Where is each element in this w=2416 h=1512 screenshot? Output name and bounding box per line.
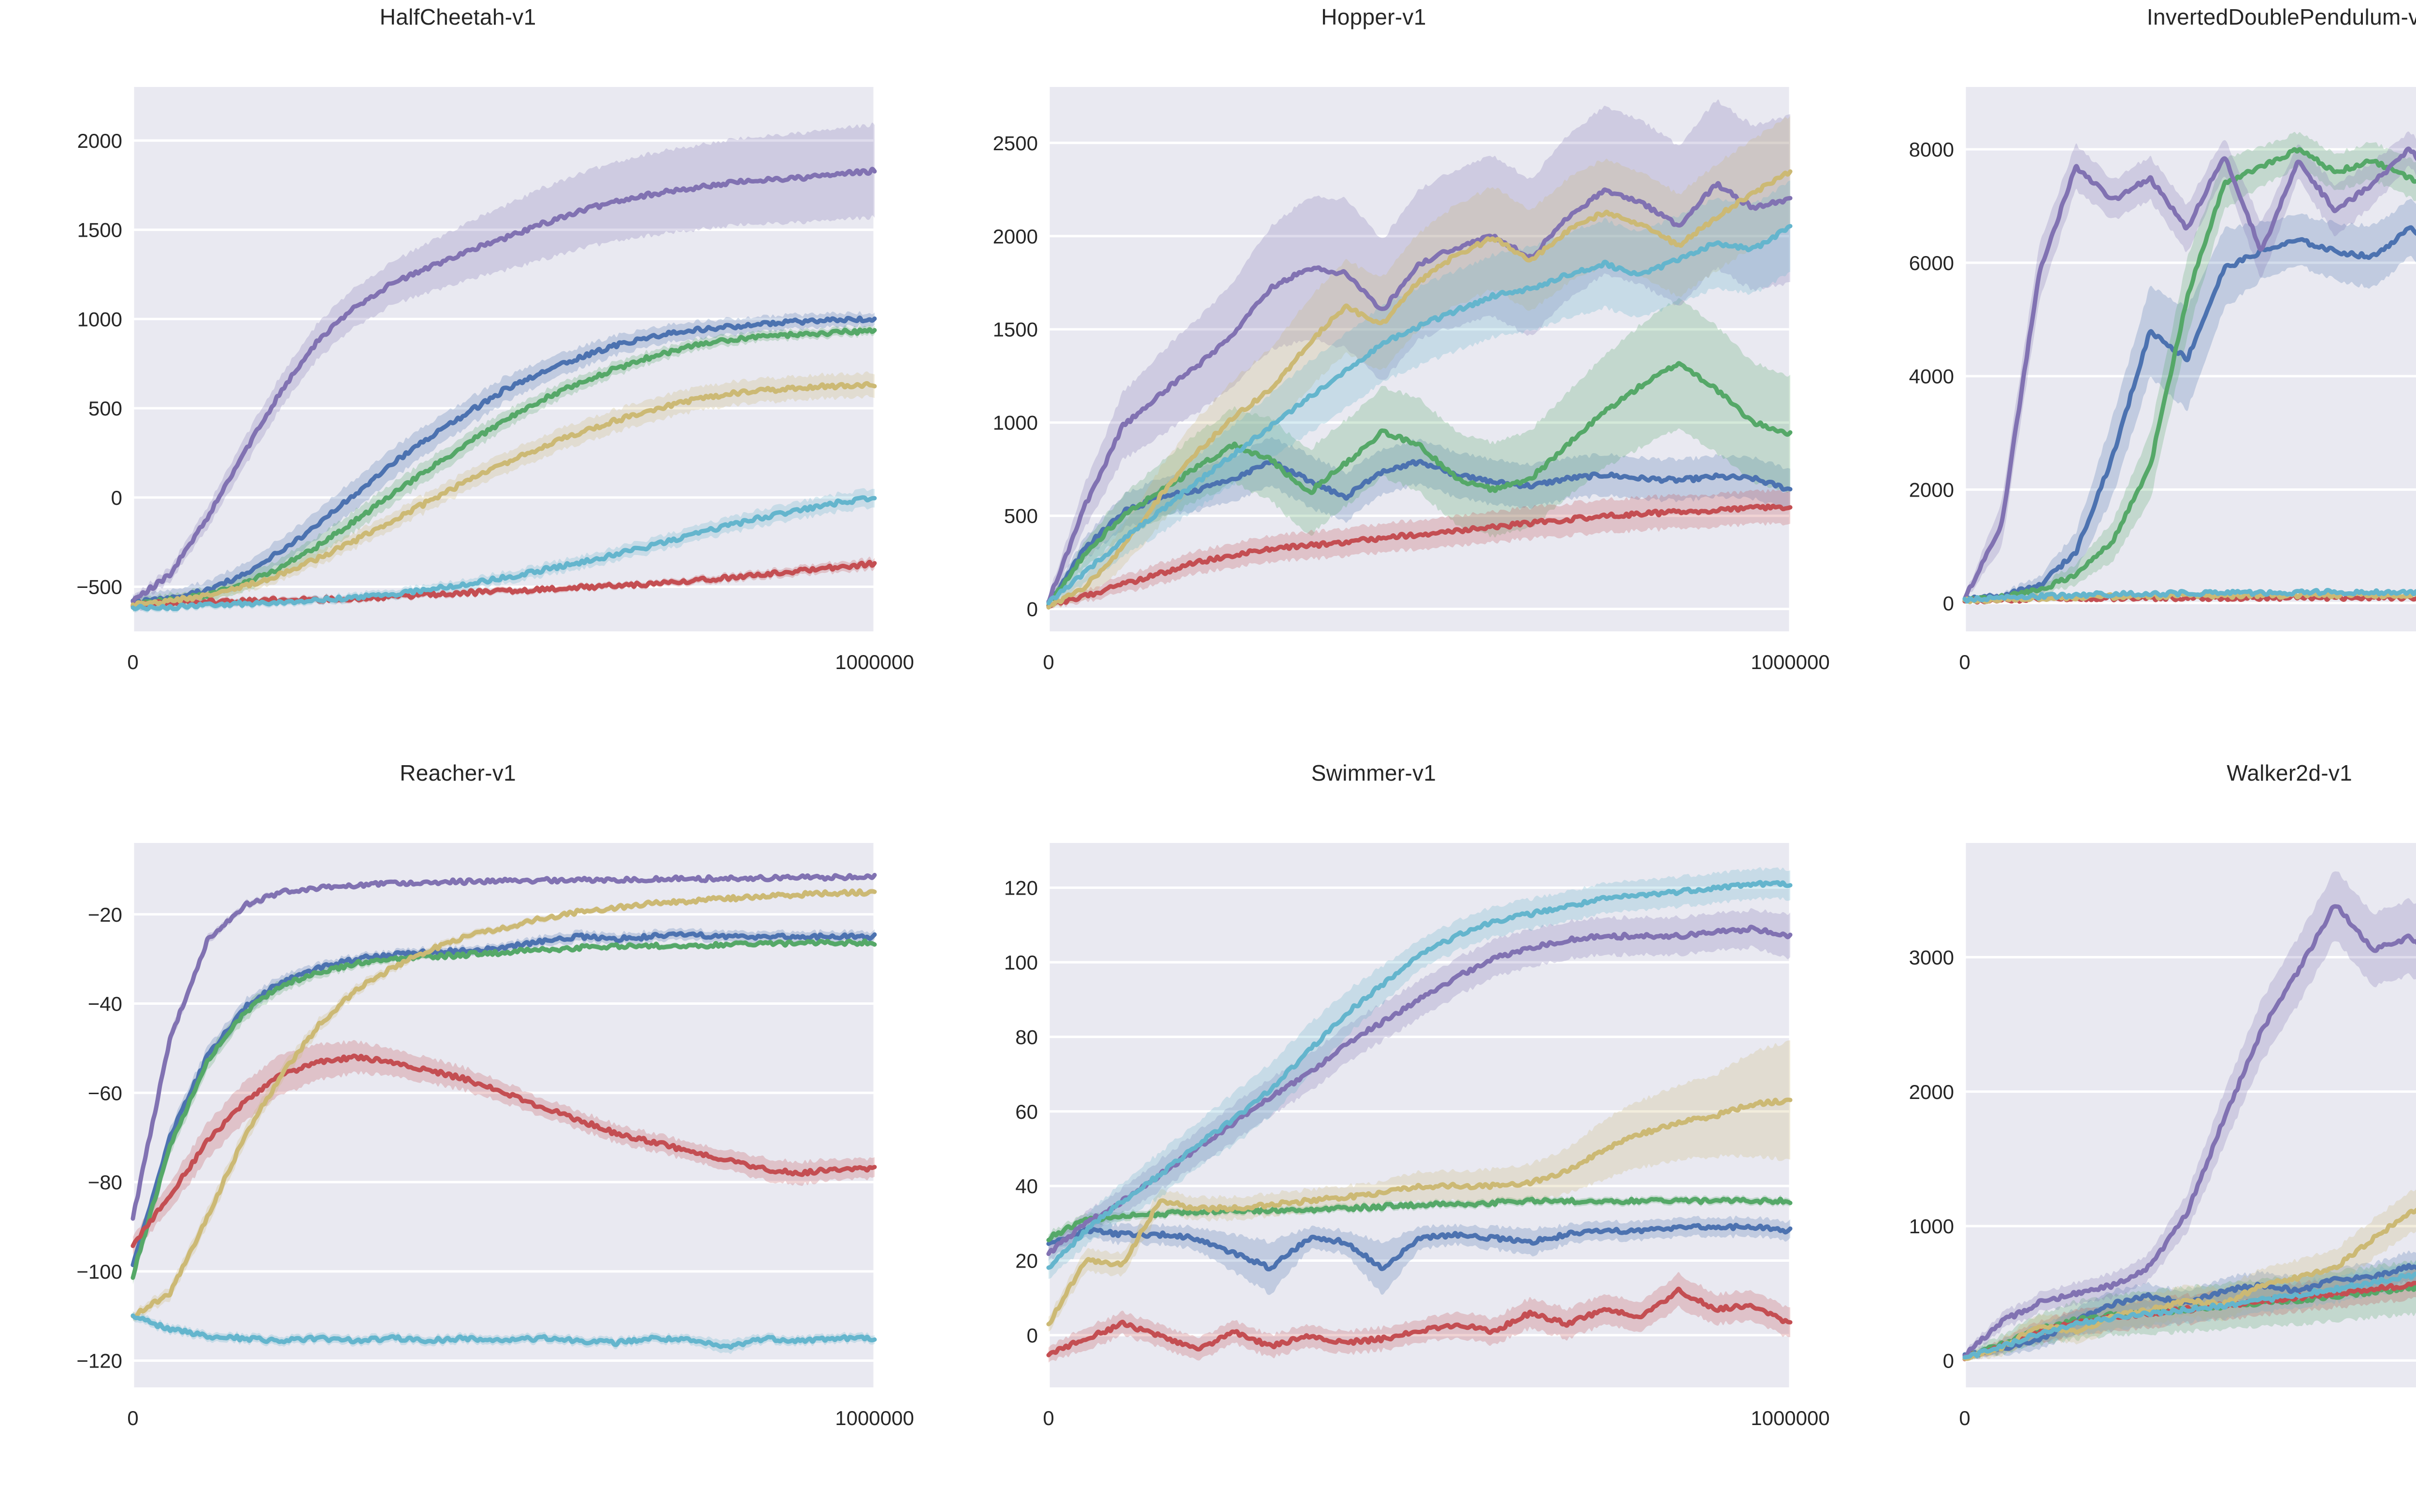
y-tick-label: 4000	[1909, 365, 1954, 388]
y-tick-label: −60	[88, 1082, 122, 1104]
y-tick-label: −120	[76, 1349, 122, 1372]
plot-halfcheetah: −500 0 500 1000 1500 2000 0 1000000	[0, 0, 916, 756]
y-tick-label: 1500	[77, 219, 122, 242]
y-tick-label: −80	[88, 1171, 122, 1194]
y-tick-label: 2000	[993, 225, 1038, 248]
y-tick-label: −500	[76, 576, 122, 599]
y-tick-label: 500	[1004, 505, 1038, 528]
y-tick-label: 6000	[1909, 252, 1954, 274]
x-tick-label: 1000000	[1751, 651, 1830, 673]
x-tick-label: 0	[127, 651, 138, 673]
plot-hopper: 0 500 1000 1500 2000 2500 0 1000000	[916, 0, 1831, 756]
x-tick-label: 1000000	[1751, 1407, 1830, 1429]
y-tick-label: 40	[1016, 1175, 1038, 1198]
y-tick-label: 60	[1016, 1100, 1038, 1123]
y-tick-label: 0	[111, 486, 122, 509]
y-tick-label: −20	[88, 903, 122, 926]
y-tick-label: −40	[88, 992, 122, 1015]
panel-walker2d: Walker2d-v1 010002000300001000000	[1832, 756, 2416, 1512]
y-tick-label: 80	[1016, 1026, 1038, 1048]
x-tick-label: 0	[1959, 651, 1970, 673]
y-tick-label: 2000	[1909, 479, 1954, 501]
y-tick-label: −100	[76, 1260, 122, 1283]
y-tick-label: 100	[1004, 951, 1038, 974]
y-tick-label: 0	[1027, 598, 1038, 621]
plot-inverteddoublependulum: 0200040006000800001000000	[1832, 0, 2416, 756]
y-tick-label: 0	[1942, 592, 1954, 614]
y-tick-label: 20	[1016, 1249, 1038, 1272]
x-tick-label: 1000000	[835, 1407, 914, 1429]
y-tick-label: 1000	[993, 412, 1038, 434]
plot-reacher: −120 −100 −80 −60 −40 −20 0 1000000	[0, 756, 916, 1512]
plot-swimmer: 0 20 40 60 80 100 120 0 1000000	[916, 756, 1831, 1512]
y-tick-label: 120	[1004, 876, 1038, 899]
x-tick-label: 1000000	[835, 651, 914, 673]
x-tick-label: 0	[1959, 1407, 1970, 1429]
x-tick-label: 0	[127, 1407, 138, 1429]
y-tick-label: 2000	[77, 129, 122, 152]
y-tick-label: 0	[1027, 1324, 1038, 1346]
y-tick-label: 8000	[1909, 138, 1954, 161]
y-tick-label: 0	[1942, 1349, 1954, 1372]
y-tick-label: 500	[88, 397, 122, 420]
x-tick-label: 0	[1043, 651, 1054, 673]
x-tick-label: 0	[1043, 1407, 1054, 1429]
y-tick-label: 1000	[1909, 1215, 1954, 1238]
y-tick-label: 2500	[993, 132, 1038, 155]
plot-walker2d: 010002000300001000000	[1832, 756, 2416, 1512]
y-tick-label: 2000	[1909, 1080, 1954, 1103]
y-tick-label: 3000	[1909, 946, 1954, 969]
y-tick-label: 1000	[77, 308, 122, 330]
y-tick-label: 1500	[993, 318, 1038, 341]
